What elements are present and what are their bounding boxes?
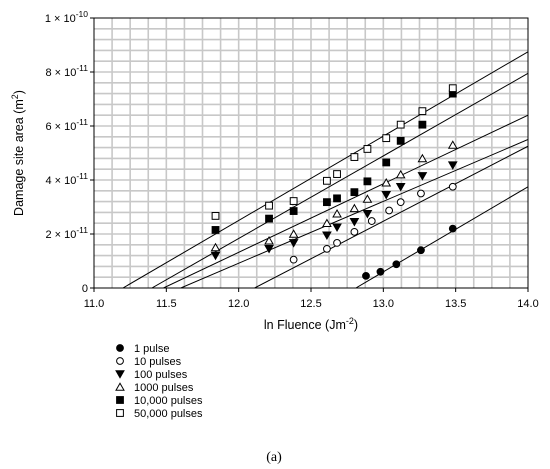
legend-marker-5 [116, 396, 124, 404]
data-point-series-6 [350, 153, 359, 161]
data-point-series-5 [418, 120, 427, 129]
y-tick-label: 8 × 10-11 [45, 63, 88, 79]
legend-marker-2 [116, 357, 124, 365]
data-point-series-3 [381, 191, 392, 200]
y-tick-label: 2 × 10-11 [45, 225, 88, 241]
data-point-series-5 [289, 207, 298, 215]
data-point-series-6 [396, 120, 405, 129]
data-point-series-2 [350, 227, 359, 236]
data-point-series-2 [333, 239, 341, 247]
x-tick-label: 12.0 [228, 298, 249, 310]
x-tick-label: 12.5 [300, 298, 321, 310]
data-point-series-6 [418, 107, 427, 116]
data-point-series-4 [417, 153, 428, 163]
data-point-series-3 [447, 161, 458, 170]
data-point-series-3 [417, 172, 428, 181]
data-point-series-5 [211, 226, 220, 234]
data-point-series-5 [265, 214, 273, 223]
data-point-series-2 [323, 244, 331, 253]
data-point-series-3 [210, 251, 221, 261]
data-point-series-4 [362, 194, 373, 203]
data-point-series-4 [447, 140, 458, 149]
data-point-series-3 [322, 231, 332, 241]
legend-label-3: 100 pulses [134, 369, 188, 381]
legend-label-4: 1000 pulses [134, 382, 194, 394]
data-point-series-3 [288, 239, 299, 248]
legend-label-1: 1 pulse [134, 343, 169, 355]
figure-caption: (a) [266, 450, 282, 465]
data-point-series-5 [363, 177, 372, 186]
data-point-series-3 [395, 182, 406, 192]
x-tick-label: 13.5 [445, 298, 466, 310]
y-axis-ticks: 0 2 × 10-11 4 × 10-11 6 × 10-11 8 × 10-11 1 ×… [45, 9, 94, 295]
legend-label-2: 10 pulses [134, 356, 182, 368]
data-point-series-4 [264, 236, 274, 245]
data-point-series-5 [350, 188, 359, 197]
y-tick-label: 4 × 10-11 [45, 171, 88, 187]
data-point-series-2 [367, 217, 376, 225]
x-tick-label: 14.0 [517, 298, 538, 310]
x-axis-ticks: 11.0 11.5 12.0 12.5 13.0 13.5 14.0 [84, 288, 539, 310]
data-point-series-6 [382, 134, 391, 143]
data-markers [210, 84, 458, 280]
fit-line-6 [122, 51, 528, 288]
data-point-series-2 [448, 182, 457, 191]
data-point-series-6 [363, 145, 372, 153]
fit-line-2 [254, 145, 528, 288]
legend-marker-4 [115, 382, 125, 391]
data-point-series-4 [288, 229, 299, 238]
data-point-series-2 [385, 206, 394, 215]
data-point-series-6 [211, 212, 220, 220]
data-point-series-3 [264, 245, 274, 254]
y-tick-label: 6 × 10-11 [45, 117, 88, 133]
data-point-series-3 [349, 218, 360, 227]
legend-label-5: 10,000 pulses [134, 395, 203, 407]
legend-label-6: 50,000 pulses [134, 408, 203, 420]
data-point-series-1 [362, 271, 370, 280]
data-point-series-1 [392, 260, 401, 269]
data-point-series-6 [289, 197, 298, 205]
fit-line-3 [180, 139, 528, 288]
y-tick-label: 1 × 10-10 [45, 9, 88, 25]
data-point-series-3 [362, 209, 373, 219]
legend-marker-6 [116, 409, 124, 417]
data-point-series-4 [381, 177, 392, 187]
data-point-series-6 [323, 176, 331, 185]
data-point-series-4 [395, 169, 406, 179]
data-point-series-1 [376, 267, 385, 276]
data-point-series-1 [417, 246, 425, 255]
data-point-series-4 [210, 242, 221, 252]
x-tick-label: 11.5 [156, 298, 177, 310]
data-point-series-4 [332, 209, 342, 218]
x-tick-label: 13.0 [373, 298, 394, 310]
data-point-series-3 [332, 223, 342, 232]
data-point-series-4 [349, 203, 360, 213]
x-tick-label: 11.0 [84, 298, 105, 310]
data-point-series-6 [333, 170, 341, 178]
data-point-series-2 [289, 255, 298, 264]
y-axis-title: Damage site area (m2) [10, 90, 26, 216]
fit-line-4 [163, 114, 528, 288]
data-point-series-6 [448, 84, 457, 93]
fit-line-1 [355, 186, 528, 288]
y-tick-label: 0 [82, 283, 88, 295]
legend-marker-3 [115, 370, 125, 379]
data-point-series-2 [417, 189, 425, 198]
data-point-series-5 [333, 194, 341, 203]
legend-marker-1 [116, 344, 124, 352]
data-point-series-4 [322, 218, 332, 227]
data-point-series-1 [448, 224, 457, 233]
x-axis-title: ln Fluence (Jm-2) [264, 316, 358, 332]
data-point-series-5 [396, 136, 405, 145]
data-point-series-6 [265, 201, 273, 210]
data-point-series-5 [382, 158, 391, 167]
data-point-series-5 [323, 198, 331, 207]
data-point-series-2 [396, 198, 405, 207]
